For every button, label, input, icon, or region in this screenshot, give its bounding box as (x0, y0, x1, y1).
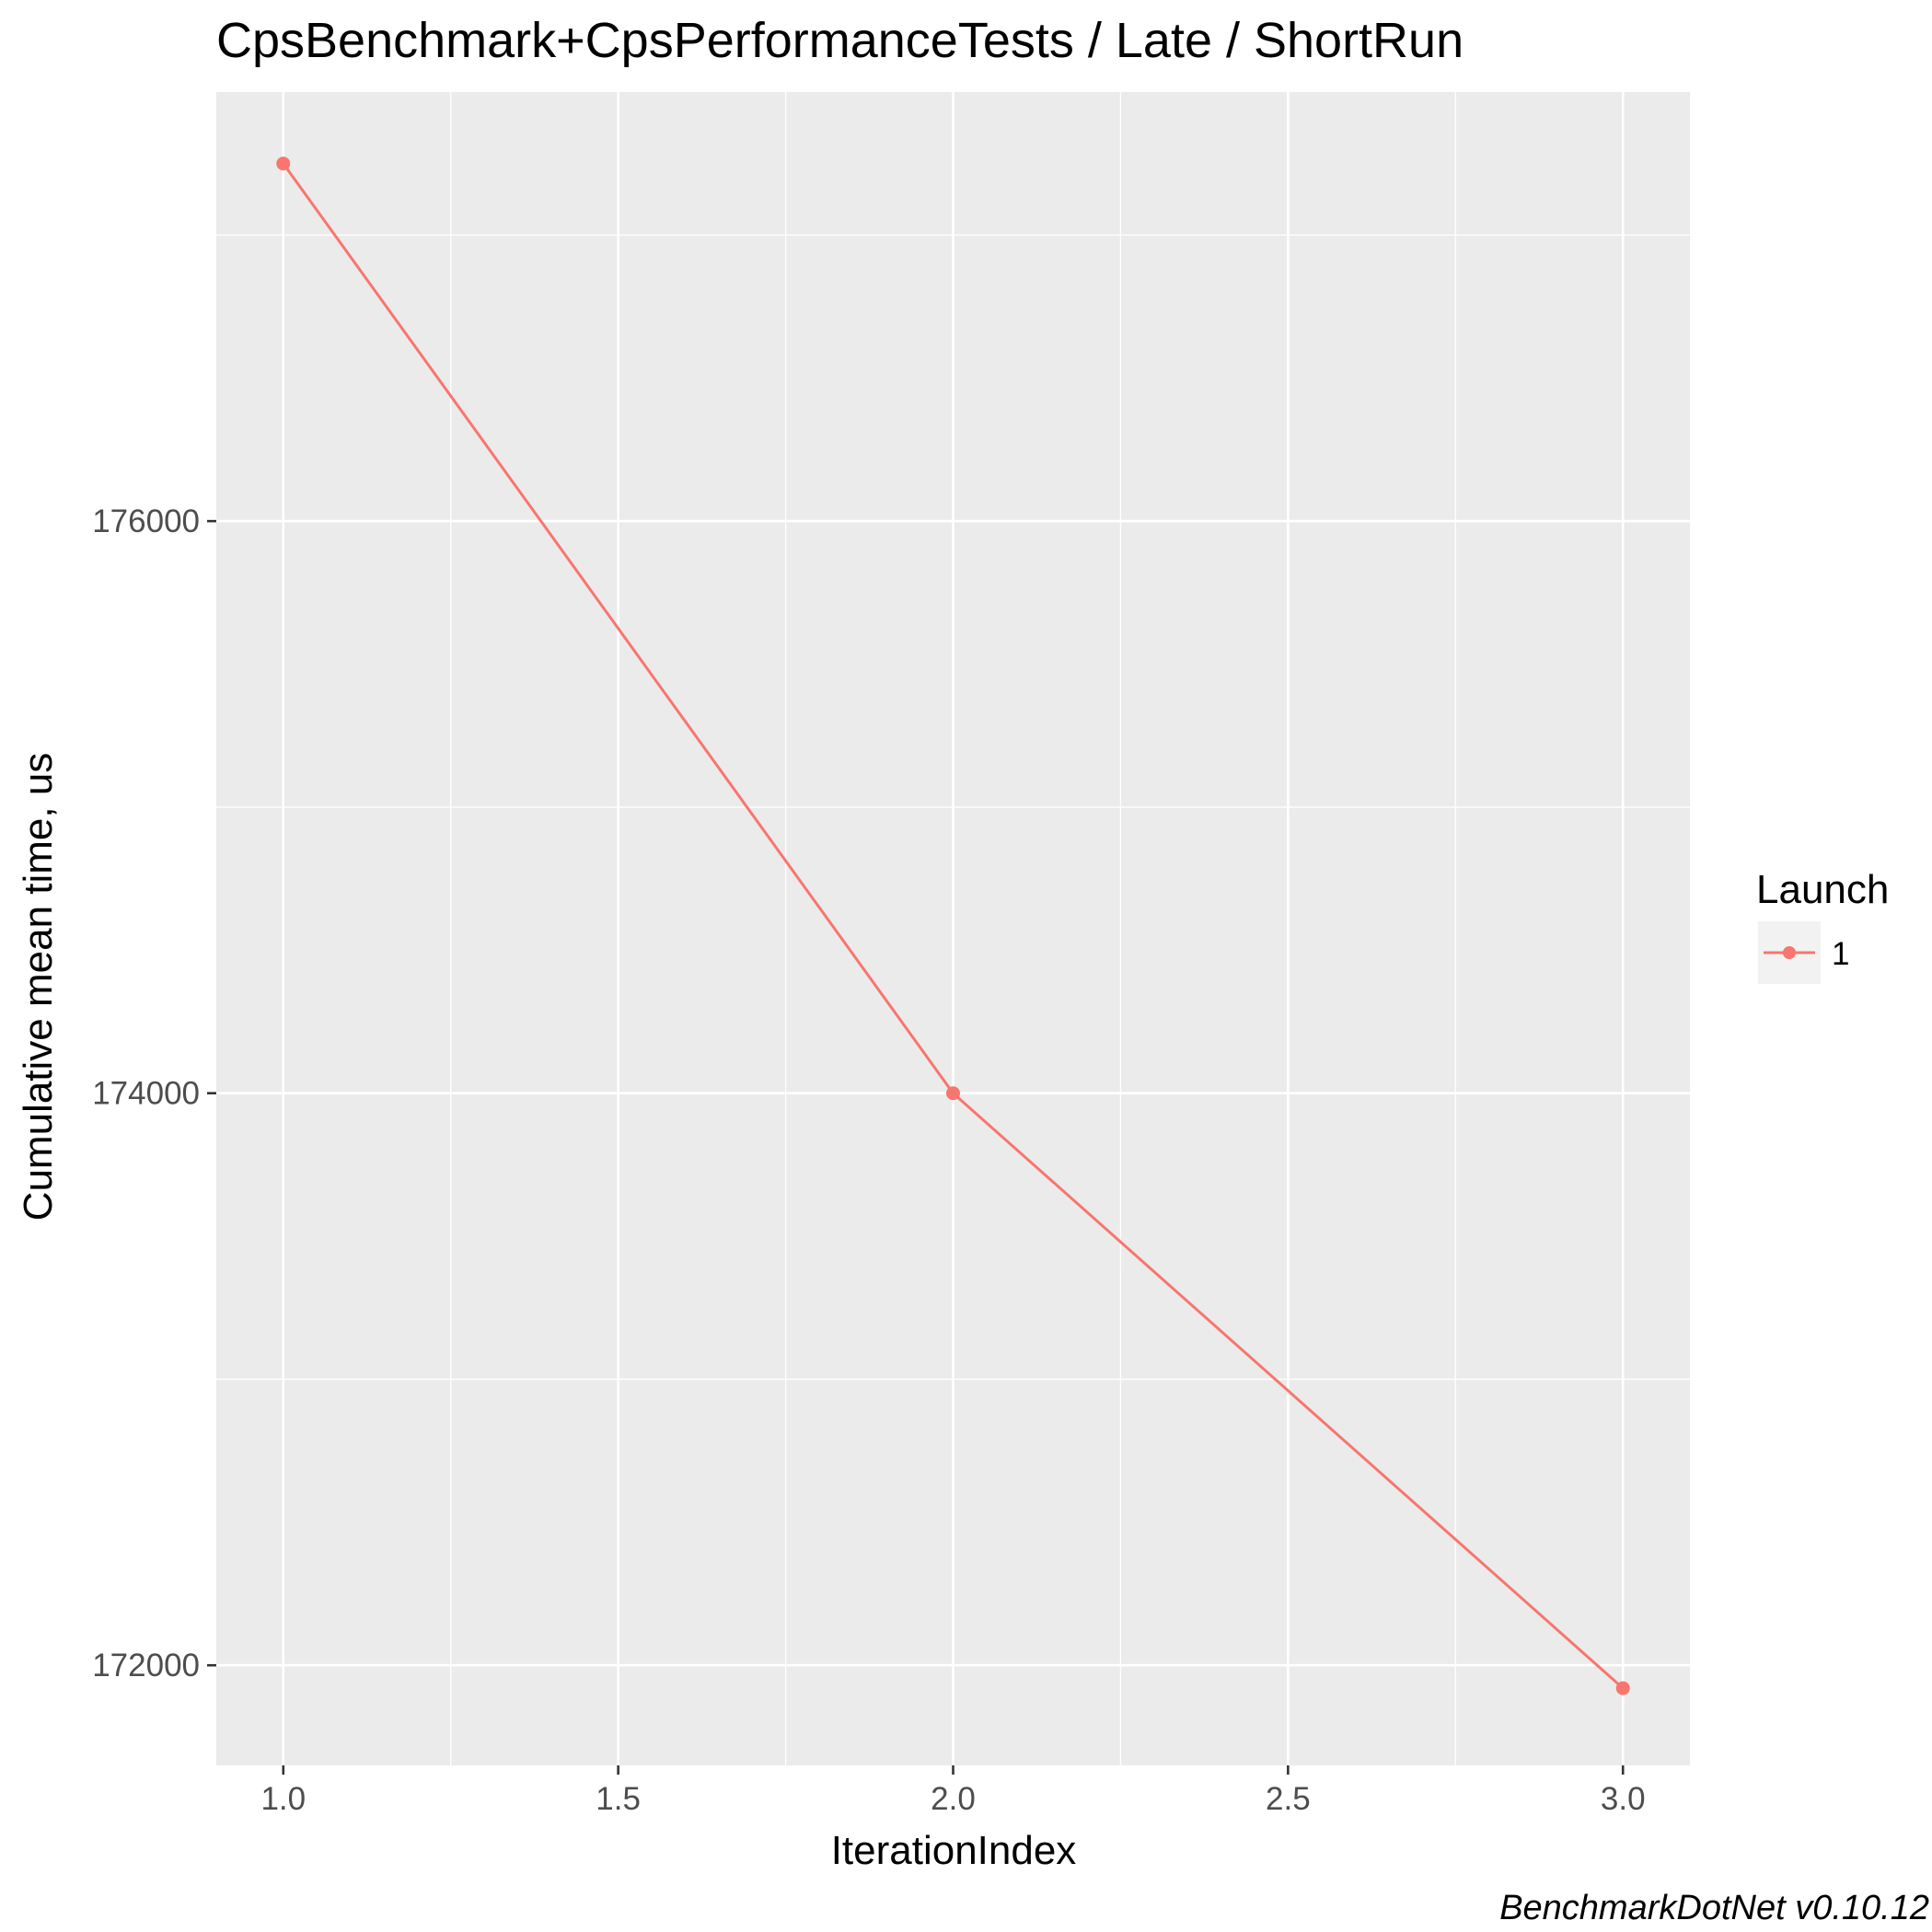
caption: BenchmarkDotNet v0.10.12 (1499, 1889, 1929, 1927)
data-point (1615, 1681, 1630, 1695)
x-tick-label: 2.0 (931, 1781, 976, 1817)
data-point (946, 1086, 960, 1101)
legend-entry-label: 1 (1832, 936, 1849, 972)
y-tick-label: 176000 (92, 503, 200, 539)
legend-key-point (1783, 946, 1796, 959)
x-tick-label: 3.0 (1601, 1781, 1646, 1817)
x-tick-label: 1.5 (596, 1781, 641, 1817)
y-axis-ticks: 172000 174000 176000 (92, 503, 216, 1683)
x-axis-title: IterationIndex (831, 1828, 1077, 1873)
x-tick-label: 2.5 (1266, 1781, 1311, 1817)
legend-title: Launch (1756, 867, 1889, 912)
chart-title: CpsBenchmark+CpsPerformanceTests / Late … (216, 13, 1463, 68)
y-tick-label: 174000 (92, 1076, 200, 1112)
x-axis-ticks: 1.0 1.5 2.0 2.5 3.0 (260, 1765, 1646, 1817)
y-axis-title: Cumulative mean time, us (16, 753, 61, 1221)
legend: Launch 1 (1756, 867, 1889, 984)
y-tick-label: 172000 (92, 1648, 200, 1683)
x-tick-label: 1.0 (260, 1781, 306, 1817)
series-layer (276, 156, 1630, 1695)
data-point (276, 156, 291, 171)
